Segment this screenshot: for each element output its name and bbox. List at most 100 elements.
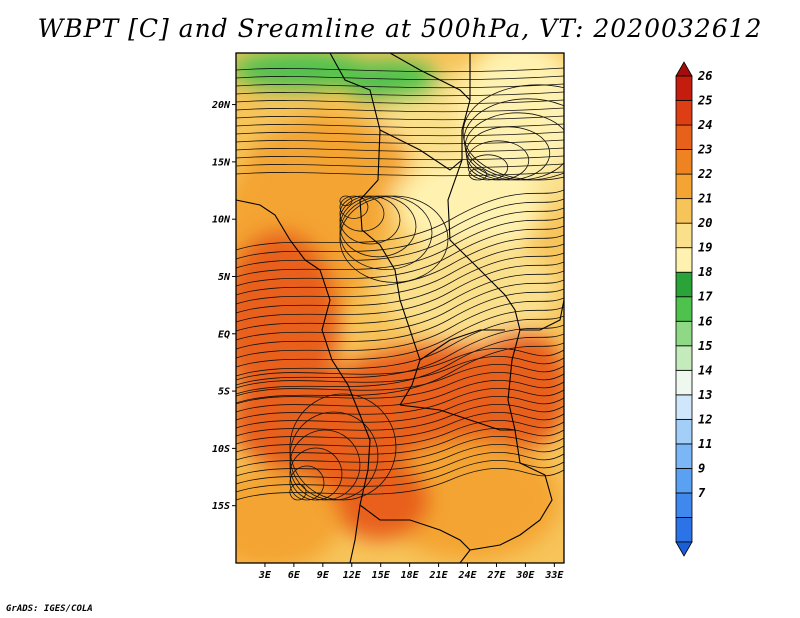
colorbar-segment — [675, 100, 693, 126]
streamline — [236, 420, 564, 453]
colorbar-segment — [675, 468, 693, 494]
wbpt-region — [400, 160, 540, 260]
map-frame — [235, 52, 565, 564]
streamline — [236, 252, 564, 314]
streamline — [464, 112, 564, 181]
colorbar-label: 21 — [697, 192, 712, 206]
boundary-line — [329, 53, 421, 406]
lat-label: 5S — [218, 387, 230, 398]
streamline — [465, 126, 551, 181]
colorbar-label: 22 — [697, 167, 712, 181]
colorbar-segment — [675, 517, 693, 543]
lon-label: 27E — [486, 570, 506, 581]
colorbar-segment — [675, 296, 693, 322]
colorbar: 26 25 24 23 22 21 20 19 18 17 16 15 14 13 12 11 9 7 — [675, 61, 713, 557]
streamline — [236, 297, 564, 359]
colorbar-segment — [675, 149, 693, 175]
boundary-line — [236, 199, 371, 563]
streamline — [236, 83, 564, 89]
colorbar-label: 14 — [698, 363, 712, 377]
lon-label: 18E — [401, 570, 420, 581]
streamline — [466, 140, 530, 181]
colorbar-segment — [675, 492, 693, 518]
streamline — [236, 67, 564, 73]
streamline — [339, 195, 385, 232]
boundary-line — [389, 53, 471, 101]
wbpt-region — [236, 470, 340, 563]
colorbar-label: 23 — [697, 143, 712, 157]
streamline — [236, 243, 564, 305]
colorbar-segment — [675, 198, 693, 224]
streamline — [236, 288, 564, 350]
wbpt-region — [470, 330, 564, 450]
streamline — [236, 372, 564, 405]
lon-label: 24E — [457, 570, 477, 581]
streamline — [236, 107, 564, 113]
boundary-line — [359, 504, 471, 551]
colorbar-label: 9 — [698, 461, 705, 475]
wbpt-region — [236, 370, 370, 470]
colorbar-label: 26 — [697, 69, 712, 83]
colorbar-label: 25 — [697, 94, 712, 108]
streamline — [339, 195, 449, 283]
wbpt-field — [236, 53, 564, 563]
streamline — [236, 99, 564, 105]
streamline — [236, 380, 564, 413]
lat-label: EQ — [218, 329, 230, 340]
lon-label: 33E — [544, 570, 564, 581]
streamline — [236, 428, 564, 461]
longitude-axis: 3E 6E 9E 12E 15E 18E 21E 24E 27E 30E 33E — [258, 563, 564, 581]
wbpt-region — [236, 53, 370, 90]
streamline — [236, 348, 564, 381]
colorbar-label: 15 — [698, 339, 712, 353]
streamline — [339, 195, 433, 270]
streamline — [236, 131, 564, 137]
country-boundaries — [236, 53, 564, 563]
lon-label: 9E — [317, 570, 330, 581]
streamline — [339, 195, 417, 258]
lon-label: 12E — [343, 570, 362, 581]
streamline — [236, 270, 564, 332]
boundary-line — [379, 129, 463, 171]
wbpt-region — [236, 230, 340, 410]
streamline — [236, 452, 564, 485]
streamline — [236, 364, 564, 397]
streamline — [236, 279, 564, 341]
colorbar-label: 7 — [698, 486, 706, 500]
colorbar-segment — [675, 443, 693, 469]
streamline — [236, 388, 564, 421]
colorbar-segment — [675, 369, 693, 396]
colorbar-label: 11 — [698, 437, 712, 451]
streamline — [236, 460, 564, 493]
lat-label: 10N — [212, 215, 231, 226]
streamline — [236, 147, 564, 153]
colorbar-label: 17 — [698, 290, 713, 304]
streamlines — [236, 67, 564, 501]
colorbar-label: 19 — [698, 241, 712, 255]
colorbar-segment — [675, 418, 693, 445]
wbpt-region — [380, 240, 560, 340]
streamline — [236, 115, 564, 121]
wbpt-region — [250, 120, 410, 200]
colorbar-label: 24 — [697, 118, 712, 132]
colorbar-label: 13 — [698, 388, 712, 402]
latitude-axis: 20N 15N 10N 5N EQ 5S 10S 15S — [211, 100, 236, 512]
colorbar-segment — [675, 345, 693, 371]
streamline — [463, 98, 564, 181]
colorbar-label: 20 — [697, 216, 712, 230]
map-title: WBPT [C] and Sreamline at 500hPa, VT: 20… — [37, 14, 763, 43]
streamline — [236, 324, 564, 386]
streamline — [236, 139, 564, 145]
streamline — [236, 315, 564, 377]
boundary-line — [419, 329, 505, 361]
colorbar-label: 18 — [698, 265, 712, 279]
streamline — [339, 195, 401, 245]
colorbar-segment — [675, 271, 693, 298]
streamline — [236, 216, 564, 278]
streamline — [236, 75, 564, 81]
streamline — [236, 225, 564, 287]
colorbar-segment — [675, 222, 693, 249]
lon-label: 6E — [288, 570, 301, 581]
streamline — [462, 84, 564, 181]
